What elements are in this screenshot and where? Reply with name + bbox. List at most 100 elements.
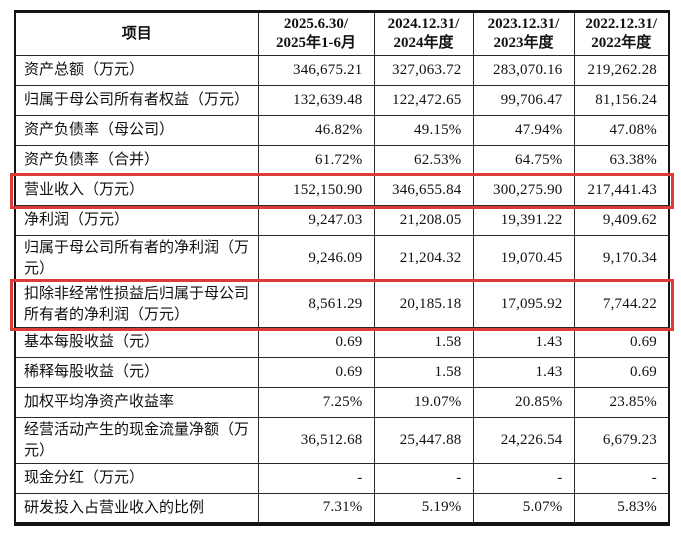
cell-value: 46.82% <box>257 115 375 146</box>
cell-value: 300,275.90 <box>472 175 575 206</box>
cell-value: 283,070.16 <box>472 55 575 86</box>
cell-value: 0.69 <box>257 327 375 358</box>
row-label: 归属于母公司所有者的净利润（万元） <box>14 235 259 282</box>
row-label: 基本每股收益（元） <box>14 327 259 358</box>
cell-value: 47.94% <box>472 115 575 146</box>
cell-value: 9,247.03 <box>257 205 375 236</box>
period-date: 2022.12.31/ <box>585 16 658 33</box>
table-row-deducted-net-profit: 扣除非经常性损益后归属于母公司所有者的净利润（万元） 8,561.29 20,1… <box>14 281 670 328</box>
table-row-rd-revenue-ratio: 研发投入占营业收入的比例 7.31% 5.19% 5.07% 5.83% <box>14 493 670 524</box>
table-row-diluted-eps: 稀释每股收益（元） 0.69 1.58 1.43 0.69 <box>14 357 670 388</box>
cell-value: 64.75% <box>472 145 575 176</box>
table-row-cash-dividend: 现金分红（万元） - - - - <box>14 463 670 494</box>
cell-value: 0.69 <box>573 327 670 358</box>
cell-value: 49.15% <box>373 115 474 146</box>
cell-value: 9,246.09 <box>257 235 375 282</box>
period-range: 2024年度 <box>393 35 454 51</box>
row-label: 扣除非经常性损益后归属于母公司所有者的净利润（万元） <box>14 281 259 328</box>
cell-value: 7.31% <box>257 493 375 524</box>
table-row-debt-ratio-parent: 资产负债率（母公司） 46.82% 49.15% 47.94% 47.08% <box>14 115 670 146</box>
row-label: 现金分红（万元） <box>14 463 259 494</box>
cell-value: 1.58 <box>373 357 474 388</box>
row-label: 营业收入（万元） <box>14 175 259 206</box>
cell-value: 9,170.34 <box>573 235 670 282</box>
cell-value: 61.72% <box>257 145 375 176</box>
cell-value: 152,150.90 <box>257 175 375 206</box>
row-label: 资产总额（万元） <box>14 55 259 86</box>
cell-value: 47.08% <box>573 115 670 146</box>
cell-value: 219,262.28 <box>573 55 670 86</box>
column-header-period-2022: 2022.12.31/ 2022年度 <box>573 11 670 56</box>
cell-value: 346,675.21 <box>257 55 375 86</box>
cell-value: 346,655.84 <box>373 175 474 206</box>
cell-value: 19,391.22 <box>472 205 575 236</box>
period-range: 2025年1-6月 <box>276 35 356 51</box>
cell-value: 217,441.43 <box>573 175 670 206</box>
period-date: 2023.12.31/ <box>487 16 560 33</box>
cell-value: 327,063.72 <box>373 55 474 86</box>
table-row-operating-cash-flow: 经营活动产生的现金流量净额（万元） 36,512.68 25,447.88 24… <box>14 417 670 464</box>
cell-value: 21,204.32 <box>373 235 474 282</box>
cell-value: 9,409.62 <box>573 205 670 236</box>
row-label: 加权平均净资产收益率 <box>14 387 259 418</box>
table-row-operating-revenue: 营业收入（万元） 152,150.90 346,655.84 300,275.9… <box>14 175 670 206</box>
cell-value: 21,208.05 <box>373 205 474 236</box>
cell-value: 0.69 <box>573 357 670 388</box>
table-row-basic-eps: 基本每股收益（元） 0.69 1.58 1.43 0.69 <box>14 327 670 358</box>
row-label: 净利润（万元） <box>14 205 259 236</box>
period-date: 2024.12.31/ <box>387 16 460 33</box>
cell-value: 24,226.54 <box>472 417 575 464</box>
table-header-row: 项目 2025.6.30/ 2025年1-6月 2024.12.31/ 2024… <box>14 11 670 56</box>
cell-value: 20.85% <box>472 387 575 418</box>
cell-value: 122,472.65 <box>373 85 474 116</box>
row-label: 资产负债率（合并） <box>14 145 259 176</box>
cell-value: 1.43 <box>472 327 575 358</box>
cell-value: 63.38% <box>573 145 670 176</box>
column-header-period-2023: 2023.12.31/ 2023年度 <box>472 11 575 56</box>
column-header-item: 项目 <box>14 11 259 56</box>
cell-value: 5.07% <box>472 493 575 524</box>
cell-value: 19.07% <box>373 387 474 418</box>
cell-value: - <box>373 463 474 494</box>
cell-value: 23.85% <box>573 387 670 418</box>
cell-value: 36,512.68 <box>257 417 375 464</box>
table-row-weighted-roe: 加权平均净资产收益率 7.25% 19.07% 20.85% 23.85% <box>14 387 670 418</box>
cell-value: 1.58 <box>373 327 474 358</box>
table-row-parent-equity: 归属于母公司所有者权益（万元） 132,639.48 122,472.65 99… <box>14 85 670 116</box>
column-header-period-2025: 2025.6.30/ 2025年1-6月 <box>257 11 375 56</box>
cell-value: 7.25% <box>257 387 375 418</box>
cell-value: 62.53% <box>373 145 474 176</box>
table-row-net-profit: 净利润（万元） 9,247.03 21,208.05 19,391.22 9,4… <box>14 205 670 236</box>
period-range: 2022年度 <box>591 35 652 51</box>
cell-value: 0.69 <box>257 357 375 388</box>
cell-value: - <box>257 463 375 494</box>
cell-value: 25,447.88 <box>373 417 474 464</box>
table-row-parent-net-profit: 归属于母公司所有者的净利润（万元） 9,246.09 21,204.32 19,… <box>14 235 670 282</box>
row-label: 资产负债率（母公司） <box>14 115 259 146</box>
row-label: 经营活动产生的现金流量净额（万元） <box>14 417 259 464</box>
row-label: 归属于母公司所有者权益（万元） <box>14 85 259 116</box>
cell-value: - <box>573 463 670 494</box>
cell-value: 17,095.92 <box>472 281 575 328</box>
cell-value: 5.19% <box>373 493 474 524</box>
table-row-total-assets: 资产总额（万元） 346,675.21 327,063.72 283,070.1… <box>14 55 670 86</box>
cell-value: 132,639.48 <box>257 85 375 116</box>
cell-value: 99,706.47 <box>472 85 575 116</box>
cell-value: 6,679.23 <box>573 417 670 464</box>
cell-value: 5.83% <box>573 493 670 524</box>
period-range: 2023年度 <box>493 35 554 51</box>
cell-value: 81,156.24 <box>573 85 670 116</box>
cell-value: 19,070.45 <box>472 235 575 282</box>
table-row-debt-ratio-consolidated: 资产负债率（合并） 61.72% 62.53% 64.75% 63.38% <box>14 145 670 176</box>
cell-value: - <box>472 463 575 494</box>
cell-value: 7,744.22 <box>573 281 670 328</box>
financial-summary-table: 项目 2025.6.30/ 2025年1-6月 2024.12.31/ 2024… <box>14 10 670 526</box>
cell-value: 8,561.29 <box>257 281 375 328</box>
row-label: 研发投入占营业收入的比例 <box>14 493 259 524</box>
cell-value: 1.43 <box>472 357 575 388</box>
period-date: 2025.6.30/ <box>283 16 349 33</box>
column-header-period-2024: 2024.12.31/ 2024年度 <box>373 11 474 56</box>
row-label: 稀释每股收益（元） <box>14 357 259 388</box>
cell-value: 20,185.18 <box>373 281 474 328</box>
